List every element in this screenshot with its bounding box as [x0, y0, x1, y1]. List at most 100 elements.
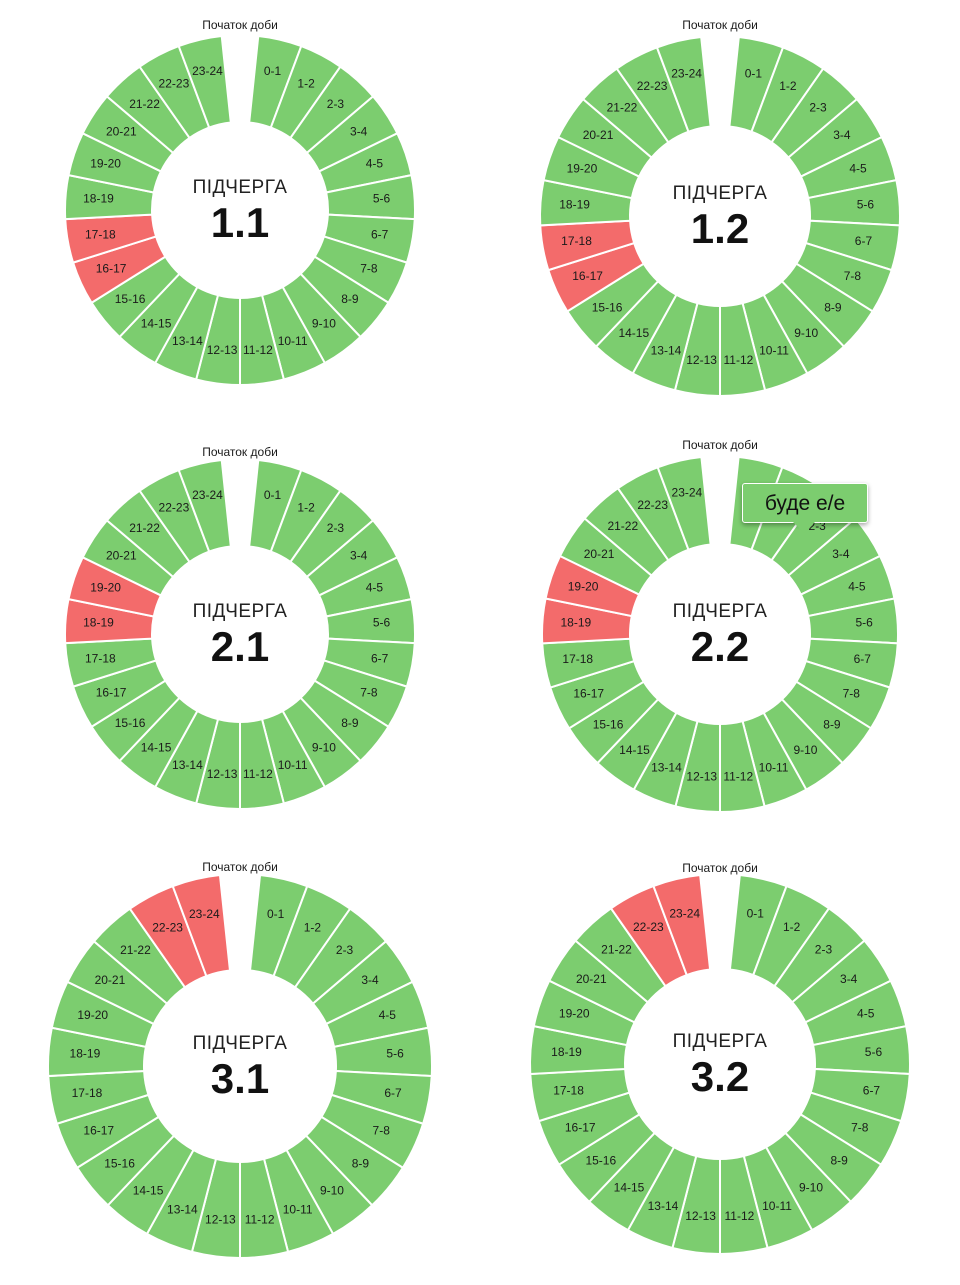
hour-label-19-20: 19-20: [567, 161, 598, 175]
hour-label-4-5: 4-5: [366, 581, 384, 595]
subqueue-caption: ПІДЧЕРГА: [193, 177, 288, 198]
hour-label-17-18: 17-18: [72, 1086, 103, 1100]
hour-label-0-1: 0-1: [745, 66, 763, 80]
hour-label-7-8: 7-8: [373, 1123, 391, 1137]
hour-label-10-11: 10-11: [759, 760, 789, 774]
hour-label-19-20: 19-20: [568, 580, 599, 594]
hour-label-16-17: 16-17: [565, 1121, 596, 1135]
hour-label-10-11: 10-11: [278, 334, 308, 348]
hour-label-8-9: 8-9: [341, 716, 359, 730]
hour-label-1-2: 1-2: [297, 77, 315, 91]
hour-label-7-8: 7-8: [360, 262, 378, 276]
hour-segment-23-24-power-on[interactable]: [656, 455, 712, 551]
hour-label-13-14: 13-14: [651, 760, 682, 774]
hour-label-11-12: 11-12: [725, 1209, 755, 1223]
subqueue-number: 2.2: [691, 623, 749, 670]
hour-label-20-21: 20-21: [584, 547, 615, 561]
hour-label-12-13: 12-13: [207, 343, 238, 357]
hour-label-18-19: 18-19: [70, 1047, 101, 1061]
hour-label-9-10: 9-10: [312, 317, 336, 331]
hour-label-18-19: 18-19: [83, 192, 114, 206]
hour-label-2-3: 2-3: [809, 100, 827, 114]
hour-label-13-14: 13-14: [167, 1203, 198, 1217]
hour-label-23-24: 23-24: [192, 64, 223, 78]
hour-label-12-13: 12-13: [685, 1209, 716, 1223]
hour-label-21-22: 21-22: [120, 943, 151, 957]
hour-label-7-8: 7-8: [851, 1121, 869, 1135]
hour-label-21-22: 21-22: [607, 100, 638, 114]
hour-label-22-23: 22-23: [637, 498, 668, 512]
hour-label-17-18: 17-18: [85, 651, 116, 665]
hour-label-21-22: 21-22: [601, 942, 632, 956]
hour-label-17-18: 17-18: [553, 1084, 584, 1098]
hour-label-16-17: 16-17: [96, 262, 127, 276]
subqueue-number: 1.2: [691, 205, 749, 252]
hour-label-14-15: 14-15: [618, 326, 649, 340]
hour-label-16-17: 16-17: [573, 687, 604, 701]
hour-label-14-15: 14-15: [619, 743, 650, 757]
hour-label-3-4: 3-4: [840, 972, 858, 986]
hour-label-5-6: 5-6: [386, 1047, 404, 1061]
hour-label-18-19: 18-19: [83, 616, 114, 630]
hour-segment-23-24-outage[interactable]: [652, 873, 712, 977]
hour-label-10-11: 10-11: [759, 344, 789, 358]
hour-label-6-7: 6-7: [854, 652, 872, 666]
hour-label-16-17: 16-17: [572, 269, 603, 283]
hour-label-11-12: 11-12: [243, 343, 273, 357]
hour-label-6-7: 6-7: [863, 1084, 881, 1098]
hour-label-1-2: 1-2: [779, 79, 797, 93]
hour-label-4-5: 4-5: [857, 1007, 875, 1021]
hour-label-13-14: 13-14: [172, 758, 203, 772]
hour-segment-23-24-power-on[interactable]: [655, 35, 712, 133]
hour-label-22-23: 22-23: [159, 77, 190, 91]
hour-label-9-10: 9-10: [793, 743, 817, 757]
hour-label-8-9: 8-9: [341, 292, 359, 306]
hour-label-18-19: 18-19: [559, 197, 590, 211]
hour-label-17-18: 17-18: [562, 652, 593, 666]
hour-label-12-13: 12-13: [686, 353, 717, 367]
hour-label-23-24: 23-24: [189, 907, 220, 921]
schedule-chart-3.2: 0-1 1-2 2-3 3-4 4-5 5-6 6-7 7-8 8-9 9-10 10-11 11-1…: [528, 861, 912, 1256]
subqueue-number: 2.1: [211, 623, 269, 670]
hour-label-20-21: 20-21: [576, 972, 607, 986]
hour-segment-23-24-outage[interactable]: [171, 873, 232, 978]
hour-label-5-6: 5-6: [857, 197, 875, 211]
hour-label-0-1: 0-1: [747, 906, 765, 920]
hour-label-15-16: 15-16: [592, 300, 623, 314]
hour-label-17-18: 17-18: [85, 227, 116, 241]
hour-label-23-24: 23-24: [192, 488, 223, 502]
hour-label-3-4: 3-4: [832, 547, 850, 561]
subqueue-caption: ПІДЧЕРГА: [673, 183, 768, 204]
hour-label-20-21: 20-21: [106, 124, 137, 138]
hour-label-12-13: 12-13: [686, 770, 717, 784]
hour-label-15-16: 15-16: [115, 716, 146, 730]
hour-label-7-8: 7-8: [360, 686, 378, 700]
hour-label-5-6: 5-6: [865, 1045, 883, 1059]
hour-label-6-7: 6-7: [371, 651, 389, 665]
hour-segment-23-24-power-on[interactable]: [177, 34, 232, 129]
hour-label-0-1: 0-1: [264, 488, 282, 502]
hour-label-19-20: 19-20: [90, 581, 121, 595]
subqueue-number: 3.2: [691, 1053, 749, 1100]
schedule-chart-1.2: 0-1 1-2 2-3 3-4 4-5 5-6 6-7 7-8 8-9 9-10 10-11 11-1…: [539, 18, 901, 398]
hour-label-16-17: 16-17: [96, 686, 127, 700]
hour-label-11-12: 11-12: [245, 1212, 275, 1226]
hour-label-10-11: 10-11: [278, 758, 308, 772]
tooltip-arrow: [792, 521, 816, 533]
hour-label-22-23: 22-23: [633, 920, 664, 934]
hour-label-9-10: 9-10: [312, 741, 336, 755]
hour-label-6-7: 6-7: [855, 234, 873, 248]
hour-label-9-10: 9-10: [799, 1180, 823, 1194]
hour-label-22-23: 22-23: [159, 501, 190, 515]
day-start-label: Початок доби: [682, 861, 758, 875]
hour-label-5-6: 5-6: [373, 616, 391, 630]
hour-label-20-21: 20-21: [106, 548, 137, 562]
hour-label-14-15: 14-15: [141, 317, 172, 331]
hour-label-13-14: 13-14: [651, 344, 682, 358]
hour-segment-23-24-power-on[interactable]: [177, 458, 232, 553]
hour-label-3-4: 3-4: [361, 973, 379, 987]
hour-label-15-16: 15-16: [104, 1157, 135, 1171]
hour-label-1-2: 1-2: [304, 921, 322, 935]
